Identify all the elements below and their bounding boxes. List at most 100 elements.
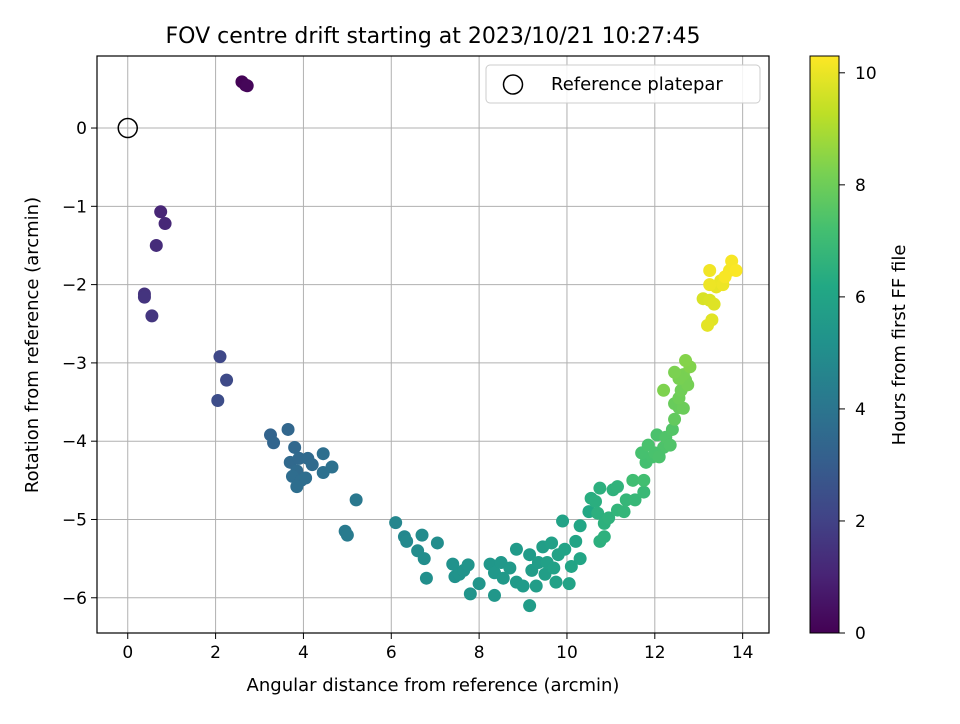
data-point	[463, 587, 477, 601]
data-point	[549, 575, 563, 589]
data-point	[400, 534, 414, 548]
data-point	[657, 383, 671, 397]
data-point	[389, 516, 403, 530]
data-point	[149, 238, 163, 252]
x-tick-label: 12	[644, 643, 666, 663]
data-point	[316, 447, 330, 461]
data-point	[509, 542, 523, 556]
data-point	[703, 278, 717, 292]
data-point	[240, 79, 254, 93]
data-point	[415, 528, 429, 542]
x-tick-label: 10	[556, 643, 578, 663]
reference-platepar-marker	[117, 117, 138, 139]
data-point	[573, 519, 587, 533]
data-point	[564, 559, 578, 573]
data-point	[676, 401, 690, 415]
y-tick-label: −1	[62, 197, 87, 217]
data-point	[617, 505, 631, 519]
data-point	[610, 480, 624, 494]
data-point	[154, 205, 168, 219]
y-tick-label: 0	[76, 119, 87, 139]
y-tick-label: −4	[62, 432, 87, 452]
data-point	[419, 571, 433, 585]
data-point	[137, 290, 151, 304]
data-point	[529, 579, 543, 593]
data-point	[145, 309, 159, 323]
data-point	[591, 506, 605, 520]
data-point	[461, 558, 475, 572]
legend-box	[485, 64, 761, 104]
data-point	[679, 354, 693, 368]
data-point	[430, 536, 444, 550]
data-point	[663, 438, 677, 452]
data-point	[523, 548, 537, 562]
colorbar-tick-label: 10	[855, 64, 877, 84]
data-point	[417, 552, 431, 566]
data-points	[137, 75, 743, 613]
data-point	[446, 557, 460, 571]
colorbar-tick-label: 4	[855, 400, 866, 420]
data-point	[665, 422, 679, 436]
data-point	[305, 458, 319, 472]
x-tick-label: 6	[386, 643, 397, 663]
legend-label-reference: Reference platepar	[551, 74, 723, 95]
data-point	[340, 528, 354, 542]
x-tick-label: 4	[298, 643, 309, 663]
x-axis-ticks: 0 2 4 6 8 10 12 14	[122, 633, 753, 663]
y-tick-label: −5	[62, 510, 87, 530]
data-point	[496, 571, 510, 585]
data-point	[569, 534, 583, 548]
data-point	[299, 471, 313, 485]
data-point	[267, 436, 281, 450]
y-tick-label: −6	[62, 589, 87, 609]
data-point	[211, 393, 225, 407]
data-point	[668, 365, 682, 379]
colorbar-tick-label: 0	[855, 624, 866, 644]
data-point	[213, 350, 227, 364]
data-point	[707, 297, 721, 311]
data-point	[626, 473, 640, 487]
data-point	[703, 264, 717, 278]
data-point	[597, 530, 611, 544]
plot-frame	[96, 55, 770, 634]
data-point	[652, 450, 666, 464]
data-point	[558, 542, 572, 556]
data-point	[523, 599, 537, 613]
y-tick-label: −2	[62, 276, 87, 296]
y-axis-ticks: 0 −1 −2 −3 −4 −5 −6	[62, 119, 97, 609]
data-point	[573, 552, 587, 566]
y-tick-label: −3	[62, 354, 87, 374]
data-point	[325, 460, 339, 474]
data-point	[628, 493, 642, 507]
data-point	[472, 577, 486, 591]
data-point	[556, 514, 570, 528]
data-point	[562, 577, 576, 591]
colorbar-label: Hours from first FF file	[889, 245, 910, 446]
colorbar-tick-label: 6	[855, 288, 866, 308]
legend: Reference platepar	[485, 64, 761, 104]
data-point	[487, 588, 501, 602]
data-point	[589, 494, 603, 508]
data-point	[637, 485, 651, 499]
data-point	[545, 536, 559, 550]
data-point	[547, 561, 561, 575]
x-tick-label: 0	[122, 643, 133, 663]
data-point	[220, 373, 234, 387]
data-point	[158, 217, 172, 231]
data-point	[288, 440, 302, 454]
x-axis-label: Angular distance from reference (arcmin)	[247, 675, 620, 696]
data-point	[637, 473, 651, 487]
x-tick-label: 8	[474, 643, 485, 663]
data-point	[281, 422, 295, 436]
data-point	[701, 318, 715, 332]
data-point	[516, 579, 530, 593]
data-point	[729, 264, 743, 278]
legend-reference-icon	[502, 74, 524, 95]
data-point	[593, 481, 607, 495]
data-point	[602, 511, 616, 525]
colorbar-ticks: 0 2 4 6 8 10	[839, 64, 877, 644]
colorbar	[809, 55, 840, 634]
data-point	[349, 493, 363, 507]
y-axis-label: Rotation from reference (arcmin)	[22, 197, 43, 493]
